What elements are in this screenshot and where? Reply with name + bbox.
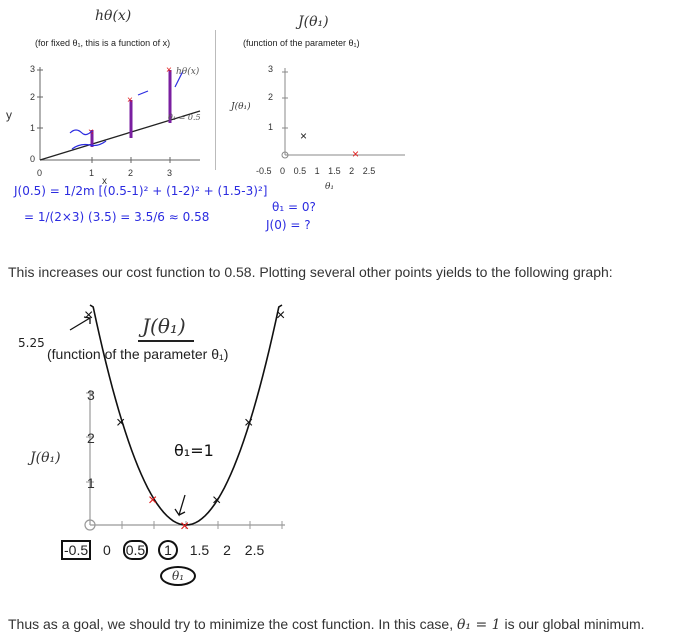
- svg-text:×: ×: [166, 65, 172, 76]
- big-chart-ytick-3: 3: [87, 387, 95, 403]
- paragraph2-post: is our global minimum.: [500, 616, 645, 632]
- big-chart-point: ×: [148, 492, 157, 509]
- top-left-ytick-3: 3: [30, 64, 36, 74]
- big-chart-point: ×: [244, 414, 253, 431]
- big-chart-xticks: -0.5 0 0.5 1 1.5 2 2.5: [61, 540, 265, 560]
- top-left-y-label: y: [6, 108, 12, 122]
- handwritten-cost-line1: J(0.5) = 1/2m [(0.5-1)² + (1-2)² + (1.5-…: [14, 184, 268, 198]
- top-left-curve-label: hθ(x): [176, 67, 200, 77]
- big-chart-curve: [89, 304, 283, 526]
- top-right-plot: × ×: [281, 68, 405, 161]
- top-left-ytick-1: 1: [30, 123, 36, 133]
- top-left-xtick-2: 2: [128, 168, 134, 178]
- top-right-xtick: 1.5: [328, 166, 341, 176]
- top-right-title: J(θ₁): [298, 14, 329, 30]
- svg-text:×: ×: [352, 147, 359, 161]
- big-chart-xtick: 0: [103, 542, 111, 558]
- top-right-xtick: 0.5: [293, 166, 307, 176]
- big-chart-ytick-1: 1: [87, 475, 95, 491]
- top-left-theta-label: θ₁ = 0.5: [168, 113, 201, 122]
- big-chart-xtick: 2.5: [244, 542, 265, 558]
- big-chart-point: ×: [212, 492, 221, 509]
- paragraph-global-minimum: Thus as a goal, we should try to minimiz…: [8, 616, 645, 633]
- big-chart-xtick: 1.5: [189, 542, 210, 558]
- top-left-subtitle: (for fixed θ₁, this is a function of x): [35, 38, 171, 48]
- big-chart-plot: × × × × × × ×: [69, 304, 285, 535]
- top-left-xtick-3: 3: [167, 168, 173, 178]
- panel-divider: [215, 30, 216, 170]
- top-left-plot: × × ×: [37, 65, 201, 163]
- top-right-x-label: θ₁: [325, 182, 335, 192]
- big-chart-point: ×: [116, 414, 125, 431]
- top-left-ytick-2: 2: [30, 92, 36, 102]
- top-left-xtick-1: 1: [89, 168, 95, 178]
- big-chart-point: ×: [276, 307, 285, 324]
- big-chart-point: ×: [84, 307, 93, 324]
- big-chart-xtick: 1: [158, 540, 178, 560]
- top-right-xticks: -0.5 0 0.5 1 1.5 2 2.5: [256, 166, 375, 176]
- big-chart-xtick: -0.5: [61, 540, 92, 560]
- top-right-xtick: 2: [349, 166, 355, 176]
- big-chart-title-underline: [138, 340, 194, 342]
- big-chart-point: ×: [180, 518, 189, 535]
- big-chart-title: J(θ₁): [142, 314, 186, 338]
- handwritten-theta-eq-1: θ₁=1: [174, 441, 214, 460]
- top-left-title: hθ(x): [95, 8, 132, 24]
- big-chart-ytick-2: 2: [87, 430, 95, 446]
- paragraph2-pre: Thus as a goal, we should try to minimiz…: [8, 616, 457, 632]
- handwritten-theta-q: θ₁ = 0?: [272, 200, 316, 214]
- handwritten-5.25: 5.25: [18, 336, 45, 350]
- handwritten-cost-line2: = 1/(2×3) (3.5) = 3.5/6 ≈ 0.58: [24, 210, 210, 224]
- top-right-xtick: 0: [280, 166, 286, 176]
- top-right-xtick: 1: [314, 166, 320, 176]
- top-left-ytick-0: 0: [30, 154, 36, 164]
- handwritten-j-q: J(0) = ?: [266, 218, 311, 232]
- top-right-ytick-3: 3: [268, 64, 274, 74]
- top-right-ytick-2: 2: [268, 92, 274, 102]
- svg-text:×: ×: [300, 129, 307, 143]
- top-left-x-label: x: [102, 176, 107, 187]
- top-right-xtick: 2.5: [362, 166, 376, 176]
- paragraph-cost-increase: This increases our cost function to 0.58…: [8, 264, 613, 280]
- big-chart-subtitle: (function of the parameter θ₁): [47, 346, 229, 362]
- top-right-xtick: -0.5: [256, 166, 272, 176]
- paragraph2-math: θ₁ = 1: [457, 617, 501, 633]
- big-chart-x-label: θ₁: [160, 566, 197, 586]
- top-left-xtick-0: 0: [37, 168, 43, 178]
- big-chart-y-label: J(θ₁): [30, 450, 61, 466]
- big-chart-xtick: 0.5: [122, 540, 149, 560]
- top-right-ytick-1: 1: [268, 122, 274, 132]
- big-chart-xtick: 2: [223, 542, 231, 558]
- svg-text:×: ×: [127, 95, 133, 106]
- top-right-subtitle: (function of the parameter θ₁): [243, 38, 360, 48]
- top-right-y-label: J(θ₁): [231, 102, 251, 112]
